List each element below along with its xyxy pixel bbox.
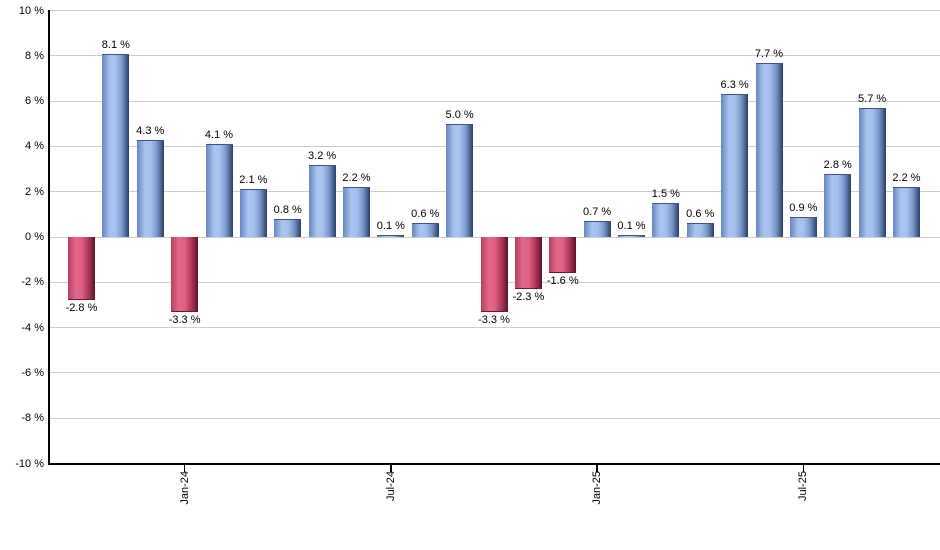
bar <box>136 139 164 237</box>
bar-value-label: 8.1 % <box>101 38 130 51</box>
bar-value-label: 2.8 % <box>823 158 852 171</box>
gridline <box>49 100 940 102</box>
y-tick-label: -6 % <box>21 366 44 379</box>
bar-value-label: 0.6 % <box>686 208 715 221</box>
bar <box>480 237 508 312</box>
y-tick-label: -2 % <box>21 276 44 289</box>
bar <box>652 203 680 237</box>
bar-value-label: 0.8 % <box>273 203 302 216</box>
bar <box>411 223 439 237</box>
bar-value-label: 0.1 % <box>617 219 646 232</box>
y-tick-label: 6 % <box>25 95 44 108</box>
bar <box>549 237 577 274</box>
bar <box>514 237 542 290</box>
y-tick-label: -4 % <box>21 321 44 334</box>
x-tick-label: Jul-24 <box>384 470 397 501</box>
bar-value-label: -1.6 % <box>546 275 579 288</box>
y-tick-label: -10 % <box>15 457 44 470</box>
x-axis-tick <box>390 464 392 472</box>
bar <box>755 62 783 237</box>
x-tick-label: Jan-24 <box>178 470 191 505</box>
y-tick-label: -8 % <box>21 412 44 425</box>
bar-value-label: 7.7 % <box>754 47 784 60</box>
gridline <box>49 55 940 57</box>
bar-value-label: 5.0 % <box>445 108 474 121</box>
gridline <box>49 10 940 11</box>
bar-value-label: 0.1 % <box>376 219 405 232</box>
bar-value-label: 6.3 % <box>720 79 749 92</box>
bar-value-label: -2.3 % <box>512 291 545 304</box>
x-tick-label: Jan-25 <box>591 470 604 505</box>
bar-value-label: -3.3 % <box>168 313 201 326</box>
bar <box>102 53 130 237</box>
bar <box>721 94 749 237</box>
bar-value-label: 4.3 % <box>136 124 165 137</box>
gridline <box>49 145 940 147</box>
bar-value-label: -3.3 % <box>478 313 510 326</box>
bar <box>618 234 645 237</box>
bar <box>446 123 474 237</box>
bar-value-label: 2.2 % <box>892 172 921 185</box>
bar-value-label: 0.6 % <box>411 208 440 221</box>
bar-value-label: 0.7 % <box>583 206 612 219</box>
bar <box>858 107 886 237</box>
bar <box>274 218 302 237</box>
bar-value-label: 1.5 % <box>651 188 680 201</box>
bar-value-label: -2.8 % <box>65 302 98 315</box>
bar-value-label: 2.1 % <box>239 174 268 187</box>
bar <box>893 187 920 237</box>
y-tick-label: 2 % <box>25 185 44 198</box>
gridline <box>49 327 940 329</box>
bar <box>239 189 267 237</box>
bar <box>308 164 336 237</box>
bar <box>171 237 199 312</box>
bar <box>789 216 817 237</box>
bar <box>377 234 405 237</box>
y-tick-label: 10 % <box>18 4 44 17</box>
bar <box>68 237 95 301</box>
x-axis-line <box>47 463 940 465</box>
gridline <box>49 417 940 419</box>
x-tick-label: Jul-25 <box>797 470 810 501</box>
bar-value-label: 2.2 % <box>342 172 371 185</box>
bar <box>686 223 714 237</box>
bar <box>343 187 370 237</box>
y-tick-label: 8 % <box>25 49 44 62</box>
gridline <box>49 191 940 193</box>
bar-value-label: 3.2 % <box>308 149 337 162</box>
bar-value-label: 5.7 % <box>858 92 887 105</box>
x-axis-tick <box>183 464 186 472</box>
bar <box>824 173 852 237</box>
y-tick-label: 4 % <box>25 140 44 153</box>
y-tick-label: 0 % <box>25 231 44 243</box>
bar <box>583 221 611 237</box>
bar <box>205 144 233 237</box>
x-axis-tick <box>596 464 598 472</box>
y-axis-line <box>47 9 50 465</box>
gridline <box>49 372 940 374</box>
x-axis-tick <box>802 464 805 472</box>
bar-value-label: 4.1 % <box>204 129 234 142</box>
bar-value-label: 0.9 % <box>789 201 818 214</box>
